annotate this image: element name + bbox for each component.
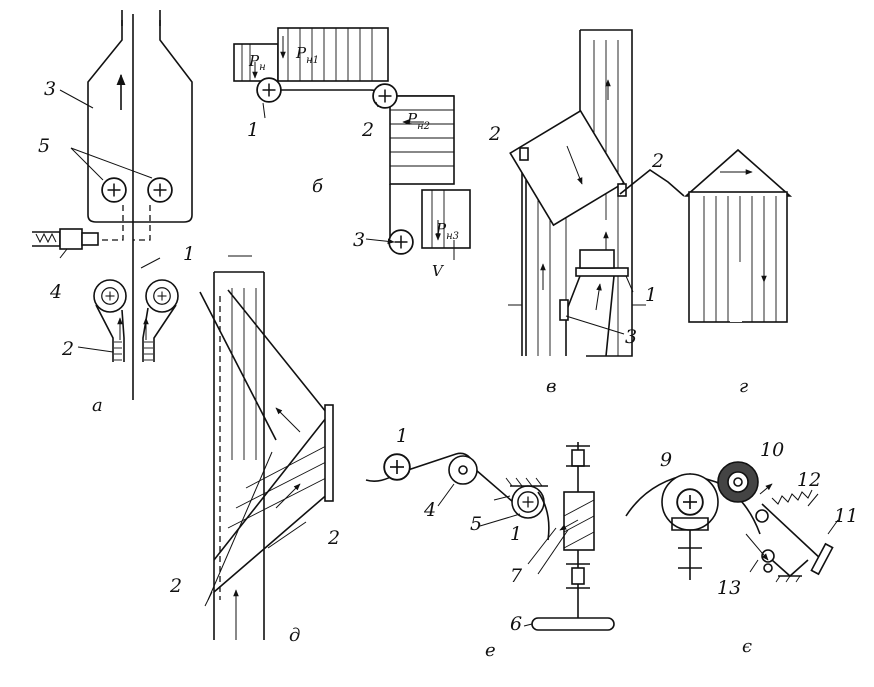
label-ye-9: 9 xyxy=(660,449,672,471)
force-index-n1: н1 xyxy=(306,55,319,66)
label-v-1: 1 xyxy=(645,284,657,306)
plus-circle-icon xyxy=(383,453,411,481)
panel-v: 2 1 3 в xyxy=(488,29,657,397)
label-e-1-top: 1 xyxy=(396,425,408,447)
panel-b: Pн Pн1 Pн2 Pн3 V 1 2 3 б xyxy=(233,27,471,280)
plus-circle-icon xyxy=(153,287,171,305)
label-d-2-right: 2 xyxy=(327,527,340,549)
plus-circle-icon xyxy=(101,177,127,203)
label-e-5: 5 xyxy=(470,513,482,535)
label-ye-12: 12 xyxy=(797,469,821,491)
label-a-3: 3 xyxy=(44,78,56,100)
label-v-3: 3 xyxy=(625,326,637,348)
label-b-1: 1 xyxy=(247,119,259,141)
force-p-n: P xyxy=(248,52,260,70)
label-e-4: 4 xyxy=(423,499,436,521)
label-e-7: 7 xyxy=(510,565,523,587)
label-g-2: 2 xyxy=(651,150,664,172)
plus-circle-icon xyxy=(517,491,539,513)
label-ye-10: 10 xyxy=(760,439,784,461)
caption-b: б xyxy=(312,176,324,197)
force-index-n: н xyxy=(259,62,266,73)
label-b-3: 3 xyxy=(353,229,365,251)
panel-e: 1 4 5 1 7 6 е xyxy=(365,425,615,661)
svg-text:Pн3: Pн3 xyxy=(435,220,459,242)
label-e-6: 6 xyxy=(510,613,522,635)
plus-circle-icon xyxy=(147,177,173,203)
caption-a: а xyxy=(92,395,103,416)
caption-e: е xyxy=(485,640,496,661)
force-p-n1: P xyxy=(295,44,307,62)
fabric-stack-1 xyxy=(241,28,373,81)
label-a-5: 5 xyxy=(38,135,50,157)
caption-d: д xyxy=(289,625,300,646)
label-v-2: 2 xyxy=(488,123,501,145)
svg-text:Pн2: Pн2 xyxy=(406,110,430,132)
label-d-2-left: 2 xyxy=(169,575,182,597)
force-p-n3: P xyxy=(435,220,447,238)
plus-circle-icon xyxy=(101,287,119,305)
caption-ye: є xyxy=(742,636,752,657)
force-index-n3: н3 xyxy=(446,231,459,242)
force-p-n2: P xyxy=(406,110,418,128)
panel-a: 3 5 1 4 2 а xyxy=(32,10,195,416)
caption-v: в xyxy=(546,376,556,397)
caption-g: г xyxy=(739,376,748,397)
svg-text:Pн1: Pн1 xyxy=(295,44,319,66)
panel-d: 2 2 д xyxy=(169,255,340,646)
label-b-2: 2 xyxy=(361,119,374,141)
panel-ye: 9 10 12 11 13 є xyxy=(625,439,858,657)
panel-g: 2 г xyxy=(619,148,793,397)
speed-v: V xyxy=(432,262,445,280)
svg-text:Pн: Pн xyxy=(248,52,266,73)
label-a-2: 2 xyxy=(61,338,74,360)
plus-circle-icon xyxy=(256,77,282,103)
label-ye-11: 11 xyxy=(834,505,858,527)
plus-circle-icon xyxy=(676,488,704,516)
label-a-4: 4 xyxy=(49,281,62,303)
force-index-n2: н2 xyxy=(417,121,430,132)
label-e-1-bottom: 1 xyxy=(510,523,522,545)
label-ye-13: 13 xyxy=(717,577,741,599)
label-a-1: 1 xyxy=(183,243,195,265)
